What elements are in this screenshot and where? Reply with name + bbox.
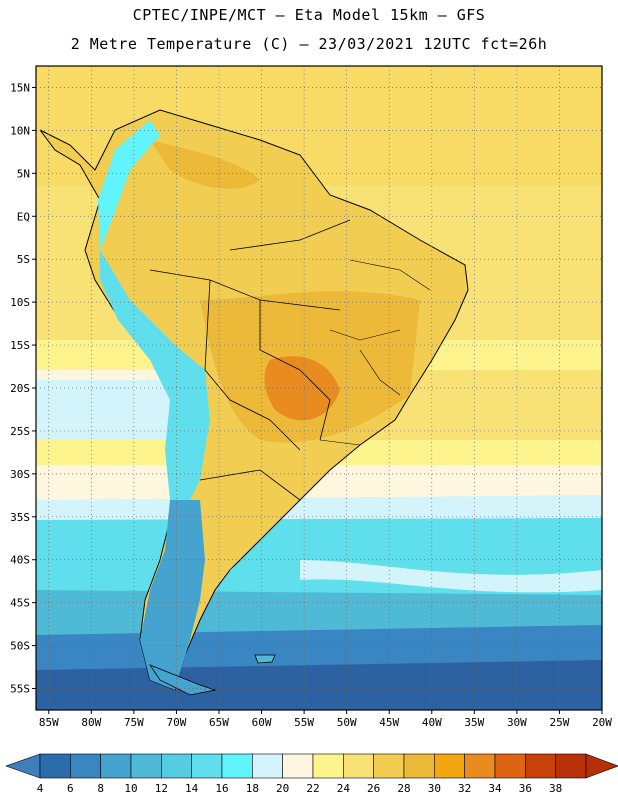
- lon-label: 30W: [507, 716, 527, 729]
- lat-label: 40S: [10, 554, 30, 567]
- lon-label: 25W: [550, 716, 570, 729]
- colorbar-swatch: [191, 753, 223, 779]
- map-field: [36, 66, 602, 710]
- lat-label: 35S: [10, 511, 30, 524]
- andes-north-cold: [98, 120, 160, 250]
- lon-label: 75W: [124, 716, 144, 729]
- colorbar-tick-label: 32: [458, 782, 471, 795]
- colorbar-swatch: [555, 753, 587, 779]
- colorbar-swatch: [464, 753, 496, 779]
- lon-label: 20W: [592, 716, 612, 729]
- lat-label: 15S: [10, 339, 30, 352]
- land-hot-core-34: [264, 356, 340, 421]
- colorbar-tick-label: 36: [519, 782, 532, 795]
- patagonia-cold: [140, 500, 205, 690]
- lat-label: 30S: [10, 468, 30, 481]
- colorbar-swatch: [39, 753, 71, 779]
- colorbar-tick-label: 38: [549, 782, 562, 795]
- country-boundaries: [149, 219, 351, 501]
- colorbar-swatch: [403, 753, 435, 779]
- colorbar-tick-label: 20: [276, 782, 289, 795]
- colorbar-swatch: [221, 753, 253, 779]
- colorbar-tick-label: 24: [337, 782, 351, 795]
- colorbar-tick-label: 22: [306, 782, 319, 795]
- lat-label: 25S: [10, 425, 30, 438]
- colorbar-swatch: [373, 753, 405, 779]
- lat-label: 50S: [10, 640, 30, 653]
- colorbar-tick-label: 16: [215, 782, 228, 795]
- lat-label: EQ: [17, 210, 30, 223]
- colorbar-low-arrow: [5, 753, 41, 779]
- lon-label: 65W: [209, 716, 229, 729]
- lat-label: 10S: [10, 296, 30, 309]
- colorbar-swatch: [282, 753, 314, 779]
- colorbar-tick-label: 34: [488, 782, 502, 795]
- lon-label: 80W: [81, 716, 101, 729]
- colorbar-swatch: [434, 753, 465, 779]
- andes-central-cold: [100, 250, 210, 500]
- lon-label: 45W: [379, 716, 399, 729]
- colorbar-swatch: [130, 753, 162, 779]
- colorbar-tick-label: 10: [124, 782, 137, 795]
- state-boundaries: [319, 259, 431, 446]
- colorbar-tick-label: 8: [97, 782, 104, 795]
- lon-label: 85W: [39, 716, 59, 729]
- lat-label: 55S: [10, 683, 30, 696]
- colorbar-swatch: [525, 753, 556, 779]
- colorbar-tick-label: 26: [367, 782, 380, 795]
- lon-label: 50W: [337, 716, 357, 729]
- colorbar-tick-label: 4: [37, 782, 44, 795]
- lon-label: 55W: [294, 716, 314, 729]
- falkland-islands: [254, 654, 276, 664]
- latitude-labels: 15N 10N 5N EQ 5S 10S 15S 20S 25S 30S 35S 40S 45S 50S 5…: [10, 81, 36, 696]
- lat-label: 20S: [10, 382, 30, 395]
- colorbar-swatch: [343, 753, 374, 779]
- colorbar-tick-label: 6: [67, 782, 74, 795]
- colorbar-swatch: [100, 753, 132, 779]
- lat-label: 15N: [10, 81, 30, 94]
- temperature-colorbar: 4 6 8 10 12 14 16 18 20 22 24 26 28 30 32 34 36 38: [5, 753, 618, 795]
- colorbar-swatch: [494, 753, 526, 779]
- lat-lon-grid: [36, 66, 602, 710]
- lon-label: 40W: [422, 716, 442, 729]
- map-title-line-2: 2 Metre Temperature (C) – 23/03/2021 12U…: [70, 35, 548, 53]
- ocean-warm-tongue: [300, 560, 602, 593]
- lat-label: 5N: [17, 167, 30, 180]
- colorbar-swatch: [161, 753, 192, 779]
- colorbar-tick-label: 14: [185, 782, 199, 795]
- colorbar-tick-label: 28: [397, 782, 410, 795]
- map-title-line-1: CPTEC/INPE/MCT – Eta Model 15km – GFS: [132, 6, 486, 24]
- lat-label: 5S: [17, 253, 30, 266]
- lon-label: 70W: [166, 716, 186, 729]
- lat-label: 45S: [10, 597, 30, 610]
- colorbar-swatch: [312, 753, 344, 779]
- patagonia-coast: [230, 545, 260, 590]
- tierra-del-fuego: [148, 664, 217, 696]
- colorbar-tick-label: 12: [155, 782, 168, 795]
- land-warm-north-28: [150, 140, 260, 189]
- lon-label: 60W: [252, 716, 272, 729]
- colorbar-tick-label: 30: [428, 782, 441, 795]
- colorbar-swatch: [252, 753, 283, 779]
- colorbar-tick-label: 18: [246, 782, 259, 795]
- lon-label: 35W: [464, 716, 484, 729]
- lat-label: 10N: [10, 124, 30, 137]
- colorbar-swatch: [70, 753, 101, 779]
- longitude-labels: 85W 80W 75W 70W 65W 60W 55W 50W 45W 40W 35W 30W 25W 2…: [39, 710, 612, 729]
- colorbar-high-arrow: [585, 753, 618, 779]
